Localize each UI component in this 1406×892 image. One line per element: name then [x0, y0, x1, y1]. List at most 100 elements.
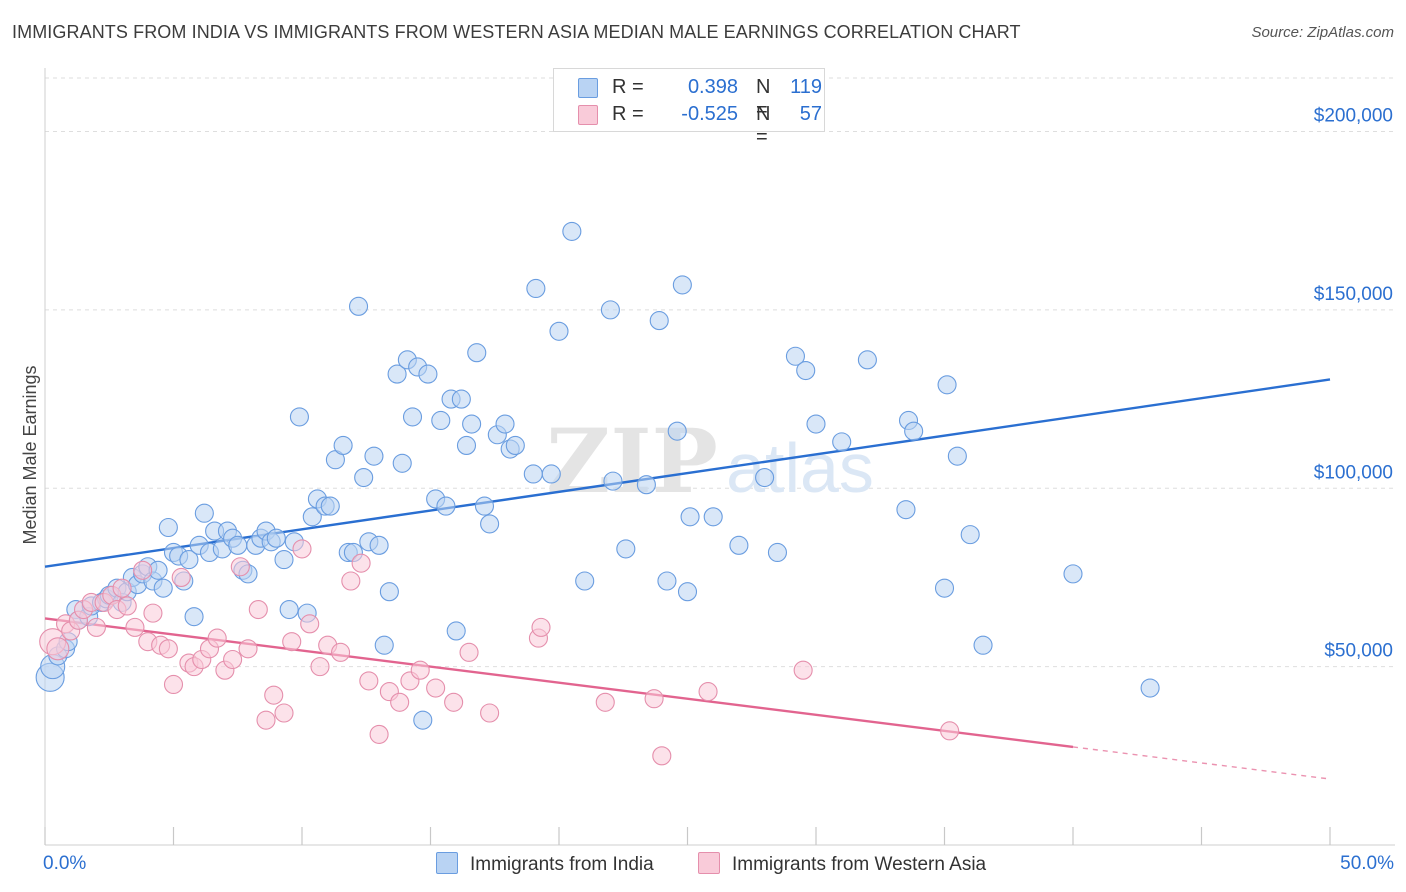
data-point — [652, 746, 672, 766]
data-point — [680, 507, 700, 527]
legend-swatch-western-asia — [578, 105, 598, 125]
data-point — [143, 603, 163, 623]
data-point — [729, 535, 749, 555]
data-point — [228, 535, 248, 555]
series-points-1 — [39, 539, 960, 766]
data-point — [410, 660, 430, 680]
series-legend-western-asia: Immigrants from Western Asia — [698, 852, 986, 876]
data-point — [785, 346, 805, 366]
legend-n-value: 119 — [790, 76, 822, 98]
data-point — [934, 578, 955, 598]
y-axis-label: Median Male Earnings — [20, 365, 40, 544]
legend-n-value: 57 — [799, 103, 822, 125]
data-point — [413, 710, 433, 730]
series-legend-india: Immigrants from India — [436, 852, 654, 876]
data-point — [133, 560, 153, 580]
data-point — [359, 671, 379, 691]
legend-r-value: 0.398 — [687, 76, 738, 98]
data-point — [667, 421, 687, 441]
legend-n-label: N = — [756, 103, 771, 148]
data-point — [163, 674, 184, 695]
data-point — [341, 571, 361, 591]
data-point — [523, 464, 543, 484]
data-point — [474, 496, 495, 516]
data-point — [117, 596, 137, 616]
data-point — [390, 692, 410, 712]
data-point — [436, 496, 456, 516]
data-point — [1063, 564, 1083, 584]
data-point — [207, 628, 227, 648]
data-point — [292, 539, 312, 559]
data-point — [672, 275, 692, 295]
data-point — [392, 453, 412, 473]
data-point — [86, 617, 106, 637]
data-point — [446, 621, 466, 641]
y-tick-label: $150,000 — [1314, 284, 1393, 305]
series-label-western-asia: Immigrants from Western Asia — [732, 854, 987, 875]
data-point — [636, 475, 656, 495]
data-point — [264, 685, 284, 705]
data-point — [505, 435, 525, 455]
legend-r-value: -0.525 — [681, 103, 738, 125]
data-point — [158, 639, 178, 659]
data-point — [230, 557, 250, 577]
data-point — [947, 446, 967, 466]
data-point — [223, 649, 243, 670]
data-point — [374, 635, 394, 655]
trend-line-dashed-1 — [1072, 746, 1331, 780]
data-point — [644, 689, 664, 709]
data-point — [677, 582, 698, 602]
data-point — [279, 599, 299, 620]
data-point — [364, 446, 384, 466]
data-point — [549, 321, 569, 341]
data-point — [973, 635, 993, 655]
data-point — [300, 614, 320, 634]
data-point — [657, 571, 677, 591]
data-point — [793, 660, 813, 680]
trend-line-1 — [44, 617, 1074, 749]
series-swatch-western-asia — [698, 852, 720, 874]
data-point — [562, 221, 582, 241]
data-point — [426, 678, 446, 698]
tick-labels: $50,000 $100,000 $150,000 $200,000 0.0% 50.0% — [43, 106, 1394, 874]
data-point — [369, 724, 389, 744]
data-point — [616, 539, 636, 559]
data-point — [937, 375, 957, 395]
data-point — [755, 468, 775, 488]
data-point — [526, 278, 546, 299]
data-point — [444, 692, 464, 712]
data-point — [282, 632, 302, 652]
data-point — [266, 528, 286, 548]
data-point — [194, 503, 214, 523]
series-swatch-india — [436, 852, 458, 874]
data-point — [698, 682, 718, 702]
data-point — [302, 507, 322, 527]
data-point — [462, 414, 482, 434]
data-point — [153, 578, 173, 598]
data-point — [600, 300, 620, 320]
legend-r-label: R = — [612, 103, 644, 125]
y-tick-label: $50,000 — [1324, 641, 1393, 662]
data-point — [320, 496, 340, 516]
x-tick-label-max: 50.0% — [1340, 853, 1394, 874]
x-tick-label-min: 0.0% — [43, 853, 86, 874]
series-label-india: Immigrants from India — [470, 854, 654, 875]
data-point — [354, 468, 374, 488]
data-point — [703, 507, 723, 527]
data-point — [767, 542, 788, 563]
data-point — [480, 703, 500, 723]
data-point — [369, 535, 389, 555]
data-point — [333, 435, 353, 455]
data-point — [248, 599, 268, 620]
chart-title: IMMIGRANTS FROM INDIA VS IMMIGRANTS FROM… — [12, 22, 1021, 42]
data-point — [456, 435, 477, 455]
data-point — [387, 364, 407, 384]
data-point — [256, 710, 276, 730]
stats-legend: R = 0.398 N = 119 R = -0.525 N = 57 — [553, 68, 825, 148]
data-point — [451, 389, 471, 409]
data-point — [480, 514, 500, 534]
data-point — [125, 617, 145, 637]
data-point — [896, 500, 916, 520]
data-point — [274, 550, 294, 570]
